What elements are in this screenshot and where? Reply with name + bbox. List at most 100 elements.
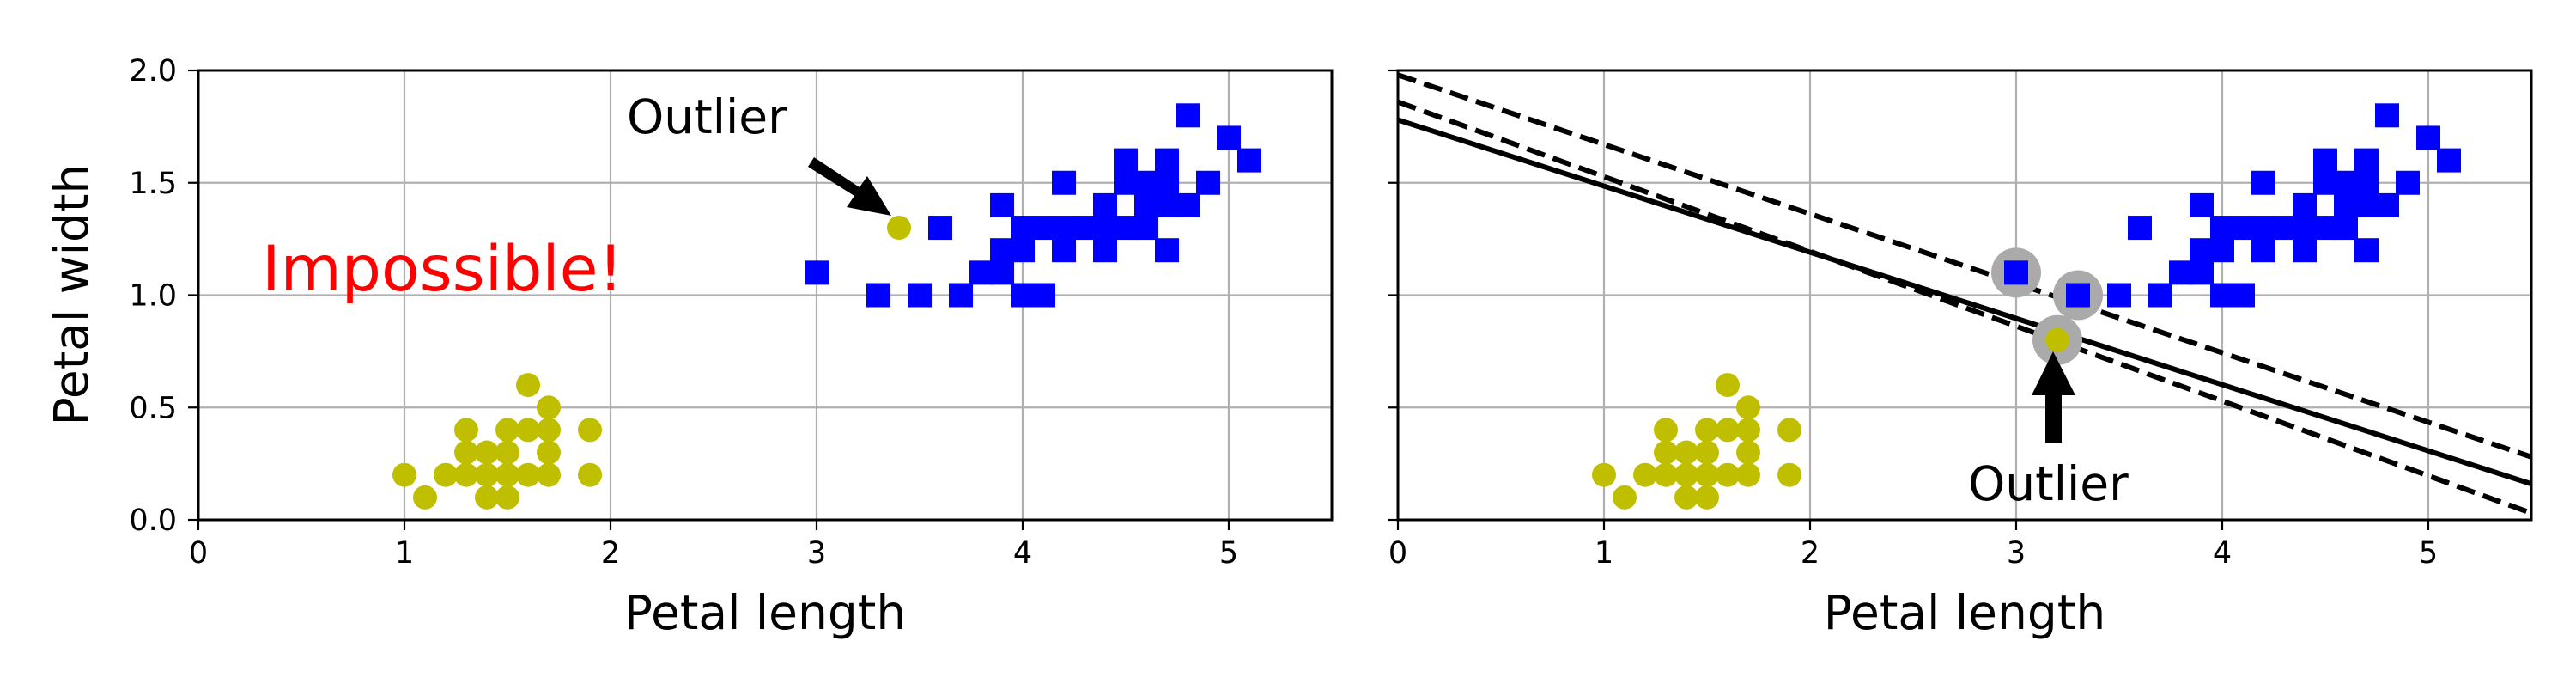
setosa-point: [392, 462, 416, 487]
setosa-point: [1695, 462, 1719, 487]
left-x-tick-label: 1: [395, 536, 414, 571]
versicolor-point: [2107, 283, 2131, 308]
versicolor-point: [1011, 283, 1035, 308]
versicolor-point: [1072, 216, 1097, 241]
versicolor-point: [2334, 192, 2358, 217]
outlier-arrow: [2032, 351, 2075, 443]
versicolor-point: [1052, 238, 1076, 263]
versicolor-point: [2354, 192, 2379, 217]
left-y-tick-label: 2.0: [129, 54, 177, 89]
left-y-axis-label: Petal width: [44, 164, 99, 426]
versicolor-point: [949, 283, 973, 308]
versicolor-point: [1114, 170, 1138, 195]
versicolor-point: [2293, 238, 2317, 263]
impossible-annotation: Impossible!: [262, 233, 623, 306]
setosa-point: [1613, 485, 1637, 510]
versicolor-point: [2375, 192, 2399, 217]
left-x-tick-label: 0: [189, 536, 208, 571]
setosa-point: [1695, 418, 1719, 443]
setosa-point: [2045, 327, 2069, 352]
right-x-tick-label: 0: [1388, 536, 1407, 571]
setosa-point: [1716, 462, 1740, 487]
setosa-point: [516, 462, 540, 487]
margin-line: [1398, 72, 2531, 460]
versicolor-point: [1093, 192, 1117, 217]
versicolor-point: [1155, 148, 1179, 173]
versicolor-point: [1052, 216, 1076, 241]
setosa-point: [475, 462, 499, 487]
versicolor-point: [2210, 283, 2234, 308]
setosa-point: [1695, 485, 1719, 510]
versicolor-point: [2148, 283, 2172, 308]
right-x-tick-label: 4: [2213, 536, 2232, 571]
left-x-tick-label: 4: [1013, 536, 1032, 571]
versicolor-point: [2210, 216, 2234, 241]
setosa-point: [1736, 418, 1760, 443]
setosa-point: [495, 418, 519, 443]
left-annotations: Outlier Impossible!: [262, 89, 891, 306]
right-ticks: 0 1 2 3 4 5: [1388, 69, 2438, 571]
versicolor-point: [2313, 148, 2337, 173]
setosa-point: [475, 485, 499, 510]
versicolor-point: [2334, 216, 2358, 241]
setosa-point: [1674, 440, 1698, 465]
setosa-point: [537, 418, 561, 443]
left-points: [392, 103, 1261, 510]
left-x-axis-label: Petal length: [624, 585, 906, 640]
left-y-tick-label: 0.5: [129, 391, 177, 425]
setosa-point: [887, 216, 911, 241]
versicolor-point: [1196, 170, 1220, 195]
versicolor-point: [2251, 216, 2275, 241]
setosa-point: [495, 462, 519, 487]
versicolor-point: [2313, 170, 2337, 195]
versicolor-point: [2251, 170, 2275, 195]
versicolor-point: [2231, 216, 2255, 241]
versicolor-point: [2354, 148, 2379, 173]
setosa-point: [434, 462, 458, 487]
setosa-point: [516, 373, 540, 398]
versicolor-point: [908, 283, 932, 308]
setosa-point: [1654, 462, 1678, 487]
setosa-point: [495, 440, 519, 465]
versicolor-point: [990, 260, 1014, 285]
versicolor-point: [1052, 170, 1076, 195]
setosa-point: [1592, 462, 1616, 487]
versicolor-point: [2190, 192, 2214, 217]
right-x-axis-label: Petal length: [1824, 585, 2105, 640]
left-x-tick-label: 3: [807, 536, 826, 571]
setosa-point: [578, 418, 602, 443]
versicolor-point: [1155, 238, 1179, 263]
versicolor-point: [1093, 216, 1117, 241]
versicolor-point: [1176, 103, 1200, 128]
versicolor-point: [2293, 192, 2317, 217]
versicolor-point: [2190, 260, 2214, 285]
decision-boundary-line: [1398, 117, 2531, 487]
versicolor-point: [1134, 192, 1158, 217]
versicolor-point: [2396, 170, 2420, 195]
setosa-point: [1736, 462, 1760, 487]
versicolor-point: [2128, 216, 2152, 241]
setosa-point: [454, 462, 478, 487]
right-points: [1592, 103, 2461, 510]
versicolor-point: [2066, 283, 2090, 308]
setosa-point: [1695, 440, 1719, 465]
versicolor-point: [1114, 216, 1138, 241]
left-y-tick-label: 1.5: [129, 167, 177, 201]
setosa-point: [1777, 462, 1801, 487]
outlier-arrow: [808, 157, 891, 216]
versicolor-point: [2004, 260, 2028, 285]
setosa-point: [1674, 462, 1698, 487]
versicolor-point: [2169, 260, 2193, 285]
setosa-point: [516, 418, 540, 443]
versicolor-point: [969, 260, 993, 285]
right-decision-boundary: [1398, 72, 2531, 516]
left-x-tick-label: 2: [601, 536, 620, 571]
left-x-tick-label: 5: [1219, 536, 1238, 571]
setosa-point: [1716, 418, 1740, 443]
setosa-point: [578, 462, 602, 487]
outlier-annotation: Outlier: [627, 89, 787, 144]
versicolor-point: [1031, 216, 1055, 241]
versicolor-point: [1011, 238, 1035, 263]
setosa-point: [537, 462, 561, 487]
